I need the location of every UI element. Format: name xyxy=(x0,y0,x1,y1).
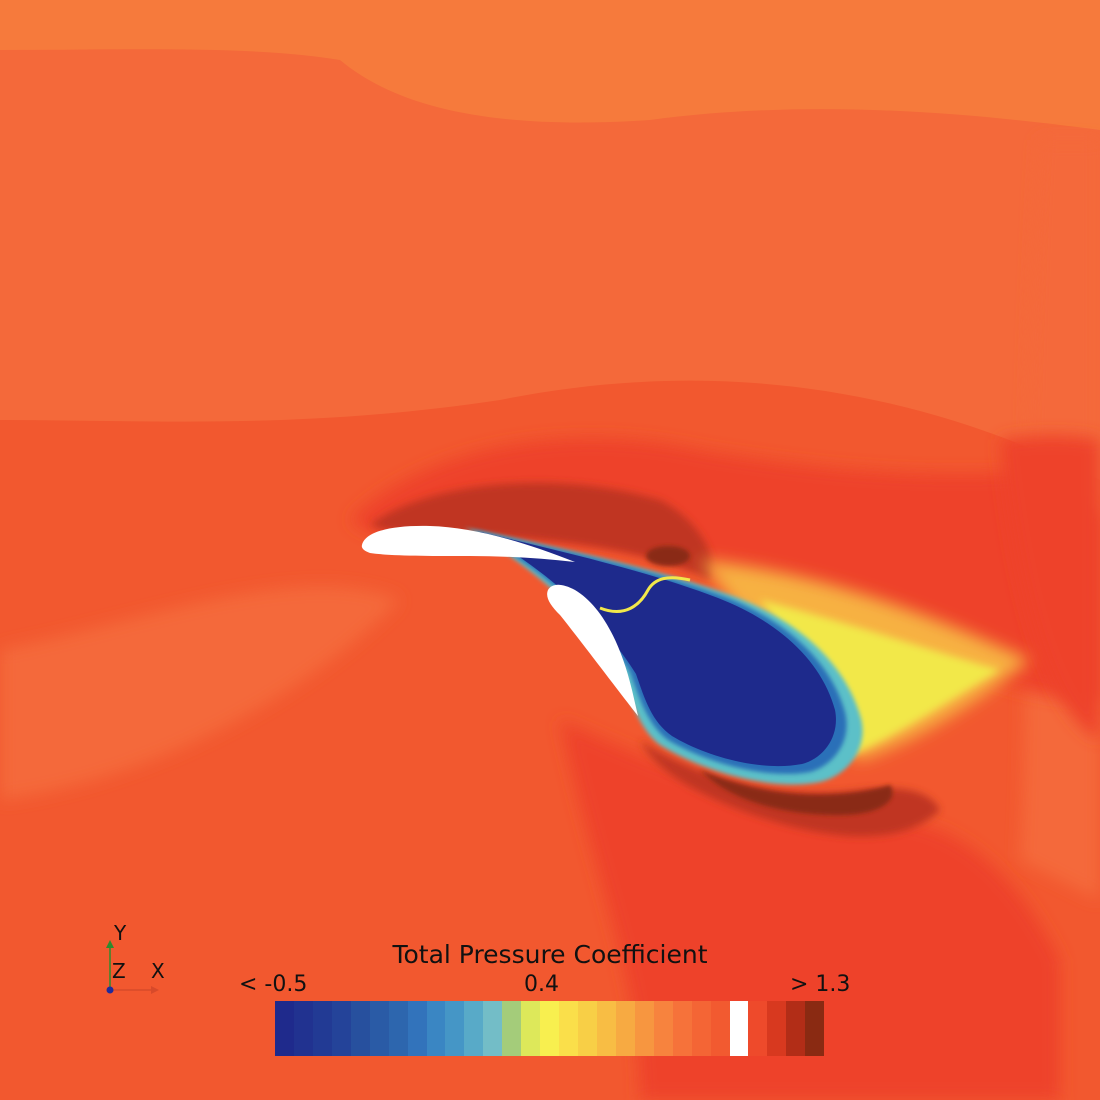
colorbar-swatch xyxy=(805,1001,825,1056)
lower-left-band xyxy=(0,586,400,800)
lower-darkest-streak xyxy=(700,770,893,815)
y-axis-label: Y xyxy=(113,921,127,945)
slot-dark-spot xyxy=(646,546,690,566)
colorbar-swatch xyxy=(407,1001,427,1056)
legend-min-label: < -0.5 xyxy=(239,972,308,997)
legend-colorbar xyxy=(275,1001,825,1056)
colorbar-swatch xyxy=(426,1001,446,1056)
axes-triad: Y Z X xyxy=(106,921,165,994)
colorbar-swatch xyxy=(596,1001,616,1056)
colorbar-swatch xyxy=(293,1001,313,1056)
upper-dark-band xyxy=(370,482,713,580)
x-axis-arrowhead xyxy=(151,986,159,994)
colorbar-swatch xyxy=(388,1001,408,1056)
colorbar-swatch xyxy=(369,1001,389,1056)
freestream-top-band xyxy=(0,0,1100,130)
colorbar-swatch xyxy=(710,1001,730,1056)
colorbar-swatch xyxy=(521,1001,541,1056)
colorbar-swatch xyxy=(615,1001,635,1056)
colorbar-swatch xyxy=(672,1001,692,1056)
main-airfoil xyxy=(361,525,575,562)
colorbar-swatch xyxy=(540,1001,560,1056)
colorbar-swatch xyxy=(767,1001,787,1056)
freestream-upper-band xyxy=(0,0,1100,480)
colorbar-swatch xyxy=(786,1001,806,1056)
colorbar-swatch xyxy=(653,1001,673,1056)
colorbar-swatch xyxy=(312,1001,332,1056)
legend-mid-label: 0.4 xyxy=(524,972,559,997)
colorbar-swatch xyxy=(502,1001,522,1056)
colorbar-swatch xyxy=(729,1001,749,1056)
flap-airfoil xyxy=(547,584,638,716)
legend-title: Total Pressure Coefficient xyxy=(392,940,708,969)
colorbar-swatch xyxy=(331,1001,351,1056)
right-red-zone xyxy=(1000,435,1100,740)
x-axis-label: X xyxy=(151,959,165,983)
slot-shear-line xyxy=(599,576,691,614)
legend-max-label: > 1.3 xyxy=(790,972,851,997)
colorbar-swatch xyxy=(275,1001,294,1056)
colorbar-swatch xyxy=(350,1001,370,1056)
z-axis-label: Z xyxy=(112,959,126,983)
colorbar-swatch xyxy=(559,1001,578,1056)
colorbar-swatch xyxy=(748,1001,768,1056)
yellow-wake xyxy=(760,600,1000,755)
colorbar-swatch xyxy=(464,1001,484,1056)
colorbar-swatch xyxy=(483,1001,503,1056)
colorbar-swatch xyxy=(578,1001,597,1056)
y-axis-arrowhead xyxy=(106,940,114,948)
colorbar-swatch xyxy=(691,1001,711,1056)
z-axis-dot xyxy=(106,986,114,994)
colorbar-swatch xyxy=(445,1001,465,1056)
colorbar-swatch xyxy=(634,1001,654,1056)
